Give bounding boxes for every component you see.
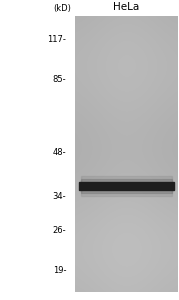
Text: 19-: 19- — [53, 266, 66, 275]
Bar — [79, 182, 174, 190]
Bar — [81, 176, 172, 196]
Bar — [81, 179, 172, 193]
Text: 26-: 26- — [53, 226, 66, 235]
Text: 117-: 117- — [47, 35, 66, 44]
Text: 48-: 48- — [53, 148, 66, 157]
Text: 34-: 34- — [53, 192, 66, 201]
Text: HeLa: HeLa — [113, 2, 139, 12]
Text: (kD): (kD) — [54, 4, 72, 14]
Text: 85-: 85- — [53, 76, 66, 85]
